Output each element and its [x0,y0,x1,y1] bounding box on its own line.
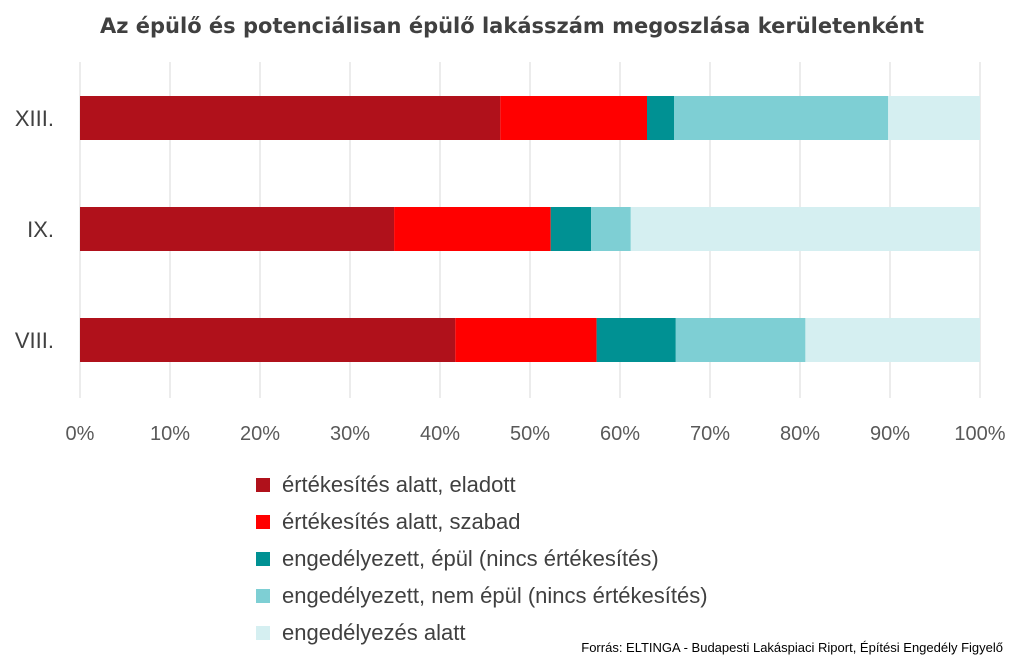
legend-swatch [256,625,270,640]
legend: értékesítés alatt, eladott értékesítés al… [256,466,708,651]
legend-item: engedélyezés alatt [256,614,708,651]
bar-segment [591,207,631,251]
category-label: VIII. [15,328,54,353]
legend-swatch [256,477,270,492]
x-tick-labels: 0% 10% 20% 30% 40% 50% 60% 70% 80% 90% 100% [66,423,1006,445]
bar-segment [80,96,501,140]
chart-plot: XIII. IX. VIII. 0% 10% 20% 30% 40% 50% 60% 70% 80%… [15,62,1006,445]
x-tick-label: 100% [954,423,1005,445]
legend-item: engedélyezett, nem épül (nincs értékesít… [256,577,708,614]
bar-segment [888,96,980,140]
legend-label: engedélyezés alatt [282,619,466,645]
legend-swatch [256,588,270,603]
legend-label: engedélyezett, épül (nincs értékesítés) [282,545,659,571]
category-labels: XIII. IX. VIII. [15,106,54,353]
category-label: IX. [27,217,54,242]
x-tick-label: 0% [66,423,95,445]
legend-item: értékesítés alatt, eladott [256,466,708,503]
bar-segment [394,207,551,251]
bar-segment [550,207,592,251]
bar-segment [80,318,456,362]
x-tick-label: 70% [690,423,730,445]
bar-segment [596,318,676,362]
bars [80,96,980,362]
x-tick-label: 90% [870,423,910,445]
x-tick-label: 30% [330,423,370,445]
category-label: XIII. [15,106,54,131]
chart-title: Az épülő és potenciálisan épülő lakásszá… [99,14,924,38]
legend-label: engedélyezett, nem épül (nincs értékesít… [282,582,708,608]
bar-segment [630,207,980,251]
legend-label: értékesítés alatt, eladott [282,471,516,497]
legend-label: értékesítés alatt, szabad [282,508,521,534]
legend-item: értékesítés alatt, szabad [256,503,708,540]
bar-segment [455,318,597,362]
legend-swatch [256,514,270,529]
x-tick-label: 40% [420,423,460,445]
bar-segment [80,207,395,251]
x-tick-label: 50% [510,423,550,445]
bar-segment [805,318,980,362]
bar-segment [647,96,674,140]
x-tick-label: 80% [780,423,820,445]
legend-swatch [256,551,270,566]
x-tick-label: 60% [600,423,640,445]
bar-segment [675,318,806,362]
legend-item: engedélyezett, épül (nincs értékesítés) [256,540,708,577]
x-tick-label: 20% [240,423,280,445]
bar-segment [500,96,647,140]
x-tick-label: 10% [150,423,190,445]
source-note: Forrás: ELTINGA - Budapesti Lakáspiaci R… [581,640,1003,655]
bar-segment [674,96,889,140]
